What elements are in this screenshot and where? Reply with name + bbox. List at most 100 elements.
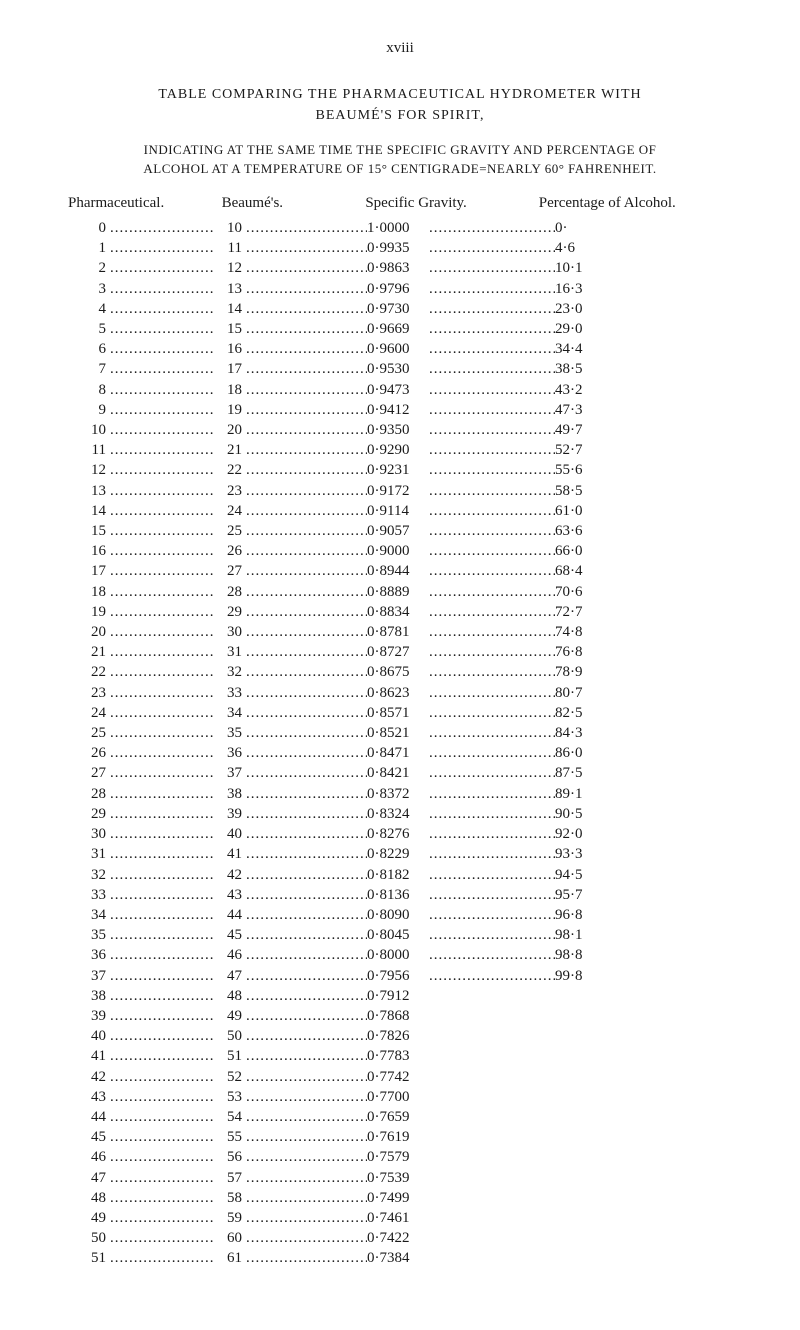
- table-row: 6..................................16...…: [60, 339, 740, 359]
- alcohol-value: 72·7: [555, 602, 603, 622]
- pharm-value: 41: [68, 1046, 106, 1066]
- leader-dots: ..................................: [106, 925, 214, 945]
- leader-dots: ..................................: [425, 804, 555, 824]
- pharm-value: 46: [68, 1147, 106, 1167]
- table-row: 32..................................42..…: [60, 865, 740, 885]
- leader-dots: ..................................: [242, 865, 367, 885]
- pharm-value: 44: [68, 1107, 106, 1127]
- pharm-value: 13: [68, 481, 106, 501]
- leader-dots: ..................................: [106, 905, 214, 925]
- gravity-value: 0·7700: [367, 1087, 425, 1107]
- beaume-value: 22: [214, 460, 242, 480]
- beaume-value: 33: [214, 683, 242, 703]
- beaume-value: 10: [214, 218, 242, 238]
- table-row: 5..................................15...…: [60, 319, 740, 339]
- beaume-value: 32: [214, 662, 242, 682]
- gravity-value: 0·8727: [367, 642, 425, 662]
- pharm-value: 11: [68, 440, 106, 460]
- alcohol-value: 16·3: [555, 279, 603, 299]
- beaume-value: 58: [214, 1188, 242, 1208]
- pharm-value: 22: [68, 662, 106, 682]
- pharm-value: 36: [68, 945, 106, 965]
- pharm-value: 51: [68, 1248, 106, 1268]
- beaume-value: 19: [214, 400, 242, 420]
- leader-dots: ..................................: [106, 1087, 214, 1107]
- pharm-value: 32: [68, 865, 106, 885]
- gravity-value: 0·8276: [367, 824, 425, 844]
- table-row: 17..................................27..…: [60, 561, 740, 581]
- beaume-value: 57: [214, 1168, 242, 1188]
- leader-dots: ..................................: [242, 561, 367, 581]
- leader-dots: ..................................: [242, 1067, 367, 1087]
- gravity-value: 0·9290: [367, 440, 425, 460]
- leader-dots: ..................................: [106, 824, 214, 844]
- leader-dots: ..................................: [425, 541, 555, 561]
- pharm-value: 23: [68, 683, 106, 703]
- table-row: 3..................................13...…: [60, 279, 740, 299]
- header-alcohol: Percentage of Alcohol.: [539, 195, 732, 212]
- leader-dots: ..................................: [242, 380, 367, 400]
- leader-dots: ..................................: [106, 1006, 214, 1026]
- leader-dots: ..................................: [242, 642, 367, 662]
- leader-dots: ..................................: [242, 1026, 367, 1046]
- beaume-value: 51: [214, 1046, 242, 1066]
- pharm-value: 50: [68, 1228, 106, 1248]
- gravity-value: 0·9172: [367, 481, 425, 501]
- table-row: 39..................................49..…: [60, 1006, 740, 1026]
- table-row: 12..................................22..…: [60, 460, 740, 480]
- gravity-value: 0·9231: [367, 460, 425, 480]
- table-row: 8..................................18...…: [60, 380, 740, 400]
- leader-dots: ..................................: [106, 218, 214, 238]
- pharm-value: 29: [68, 804, 106, 824]
- alcohol-value: 38·5: [555, 359, 603, 379]
- leader-dots: ..................................: [106, 1067, 214, 1087]
- beaume-value: 35: [214, 723, 242, 743]
- gravity-value: 0·7384: [367, 1248, 425, 1268]
- leader-dots: ..................................: [425, 905, 555, 925]
- alcohol-value: 47·3: [555, 400, 603, 420]
- alcohol-value: 43·2: [555, 380, 603, 400]
- leader-dots: ..................................: [242, 925, 367, 945]
- leader-dots: ..................................: [106, 541, 214, 561]
- table-row: 25..................................35..…: [60, 723, 740, 743]
- table-row: 48..................................58..…: [60, 1188, 740, 1208]
- gravity-value: 0·9473: [367, 380, 425, 400]
- gravity-value: 0·8571: [367, 703, 425, 723]
- beaume-value: 47: [214, 966, 242, 986]
- leader-dots: ..................................: [106, 258, 214, 278]
- pharm-value: 40: [68, 1026, 106, 1046]
- leader-dots: ..................................: [106, 1107, 214, 1127]
- pharm-value: 48: [68, 1188, 106, 1208]
- leader-dots: ..................................: [242, 885, 367, 905]
- leader-dots: ..................................: [242, 400, 367, 420]
- leader-dots: ..................................: [242, 1168, 367, 1188]
- leader-dots: ..................................: [242, 339, 367, 359]
- alcohol-value: 92·0: [555, 824, 603, 844]
- leader-dots: ..................................: [425, 703, 555, 723]
- table-row: 16..................................26..…: [60, 541, 740, 561]
- table-row: 0..................................10...…: [60, 218, 740, 238]
- alcohol-value: 49·7: [555, 420, 603, 440]
- leader-dots: ..................................: [425, 865, 555, 885]
- gravity-value: 0·7868: [367, 1006, 425, 1026]
- alcohol-value: 84·3: [555, 723, 603, 743]
- leader-dots: ..................................: [242, 1087, 367, 1107]
- leader-dots: ..................................: [106, 844, 214, 864]
- pharm-value: 28: [68, 784, 106, 804]
- beaume-value: 21: [214, 440, 242, 460]
- leader-dots: ..................................: [106, 703, 214, 723]
- table-row: 33..................................43..…: [60, 885, 740, 905]
- alcohol-value: 68·4: [555, 561, 603, 581]
- leader-dots: ..................................: [242, 1107, 367, 1127]
- leader-dots: ..................................: [425, 662, 555, 682]
- beaume-value: 46: [214, 945, 242, 965]
- gravity-value: 0·8521: [367, 723, 425, 743]
- leader-dots: ..................................: [106, 440, 214, 460]
- leader-dots: ..................................: [425, 582, 555, 602]
- gravity-value: 0·9600: [367, 339, 425, 359]
- pharm-value: 6: [68, 339, 106, 359]
- beaume-value: 12: [214, 258, 242, 278]
- leader-dots: ..................................: [106, 642, 214, 662]
- leader-dots: ..................................: [106, 683, 214, 703]
- gravity-value: 0·7742: [367, 1067, 425, 1087]
